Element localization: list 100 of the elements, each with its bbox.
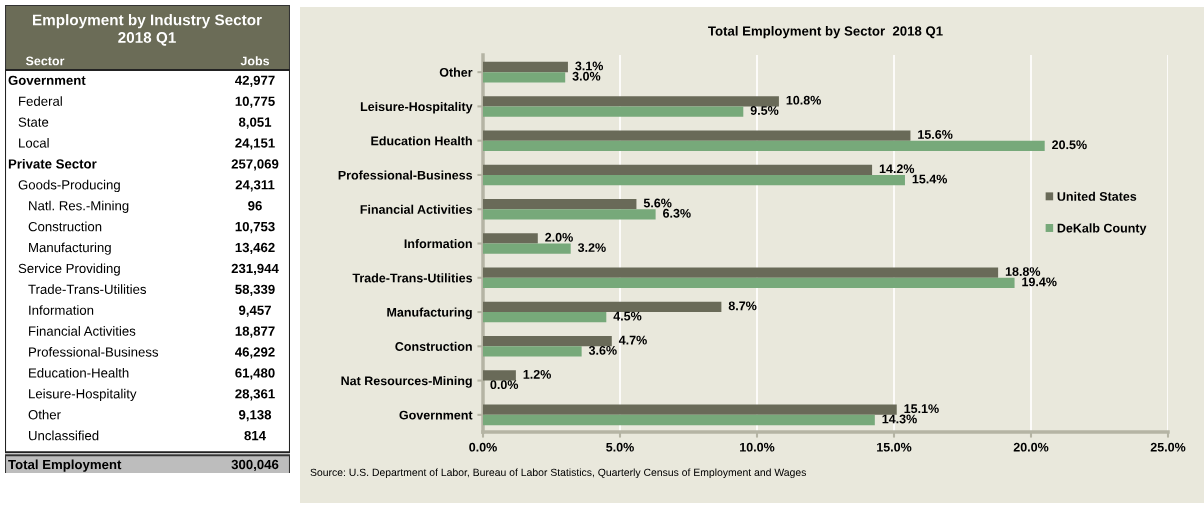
text: 10,753	[235, 221, 275, 234]
bar	[483, 346, 582, 357]
bar	[483, 174, 905, 186]
legend-label: DeKalb County	[1057, 223, 1147, 235]
text: 13,462	[235, 242, 275, 255]
text: 8,051	[238, 117, 272, 129]
data-label: 1.2%	[523, 369, 551, 379]
data-label: 9.5%	[750, 106, 779, 115]
text: 300,046	[231, 459, 279, 472]
x-tick-label: 5.0%	[606, 442, 634, 452]
data-label: 3.0%	[572, 71, 601, 81]
data-label: 19.4%	[1022, 277, 1057, 287]
category-label: Unclassified	[29, 430, 99, 441]
text: 42,977	[235, 75, 275, 87]
bar	[483, 404, 897, 415]
category-label: Federal	[19, 96, 62, 106]
data-label: 3.6%	[588, 345, 617, 355]
legend-label: United States	[1057, 191, 1137, 201]
category-label: Local	[19, 138, 49, 148]
data-label: 10.8%	[786, 95, 821, 105]
category-label: Private Sector	[8, 158, 97, 169]
category-label: Natl. Res.-Mining	[29, 200, 129, 213]
data-label: 4.5%	[613, 311, 642, 321]
data-label: 4.7%	[618, 335, 647, 345]
data-label: 2.0%	[545, 232, 573, 242]
category-label: Information	[29, 305, 94, 315]
text: 814	[244, 430, 266, 441]
y-tick-label: Information	[404, 238, 472, 249]
y-tick-label: Trade-Trans-Utilities	[352, 273, 473, 283]
bar	[483, 164, 873, 175]
bar	[483, 96, 779, 107]
bar	[483, 198, 637, 210]
bar	[483, 106, 744, 117]
chart-title: Total Employment by Sector 2018 Q1	[708, 25, 943, 39]
text: 9,138	[238, 410, 272, 422]
data-label: 5.6%	[643, 198, 672, 208]
x-tick-label: 25.0%	[1150, 442, 1186, 452]
text: 24,151	[235, 138, 275, 150]
data-label: 3.1%	[575, 61, 604, 71]
text: 18,877	[235, 326, 275, 338]
bar	[483, 130, 911, 141]
y-tick-label: Leisure-Hospitality	[360, 101, 473, 114]
data-label: 8.7%	[728, 301, 757, 311]
x-tick-label: 0.0%	[469, 442, 497, 452]
category-label: Service Providing	[18, 263, 120, 276]
bar	[483, 267, 999, 278]
text: 46,292	[235, 347, 275, 359]
bar	[483, 370, 516, 381]
text: 9,457	[238, 305, 271, 317]
data-label: 0.0%	[490, 380, 519, 390]
category-label: Construction	[28, 221, 102, 232]
data-label: 15.1%	[904, 404, 939, 414]
y-tick-label: Nat Resources-Mining	[341, 376, 472, 388]
data-label: 15.4%	[912, 174, 948, 184]
bar	[483, 312, 607, 323]
y-tick-label: Manufacturing	[387, 307, 472, 320]
bar	[483, 233, 538, 244]
data-label: 3.2%	[577, 243, 606, 253]
category-label: Goods-Producing	[18, 179, 120, 193]
bar	[483, 140, 1045, 151]
y-tick-label: Professional-Business	[338, 170, 473, 180]
source-note: Source: U.S. Department of Labor, Bureau of Labor Statistics, Quarterly Census of Employment and Wages	[310, 468, 807, 479]
x-tick-label: 15.0%	[877, 442, 912, 452]
text: 28,361	[235, 389, 275, 401]
text: Employment by Industry Sector 2018 Q1	[33, 14, 262, 46]
category-label: Total Employment	[8, 459, 122, 472]
category-label: Professional-Business	[29, 347, 159, 357]
text: 257,069	[231, 159, 279, 171]
y-tick-label: Construction	[395, 341, 472, 351]
data-label: 6.3%	[663, 208, 691, 218]
bar	[483, 61, 568, 73]
category-label: Financial Activities	[29, 326, 136, 336]
category-label: Trade-Trans-Utilities	[28, 284, 147, 294]
y-tick-label: Education Health	[371, 136, 472, 146]
x-tick-label: 20.0%	[1013, 442, 1049, 452]
bar	[483, 209, 656, 220]
category-label: Other	[28, 409, 61, 420]
bar	[483, 414, 875, 426]
data-label: 18.8%	[1005, 267, 1041, 276]
text: 96	[248, 201, 262, 211]
x-tick-label: 10.0%	[740, 442, 775, 452]
data-label: 14.3%	[882, 414, 917, 424]
bar	[483, 243, 571, 254]
category-label: Manufacturing	[29, 242, 111, 255]
text: 24,311	[235, 180, 275, 192]
text: 58,339	[235, 284, 275, 296]
bar	[483, 301, 722, 313]
category-label: Leisure-Hospitality	[29, 388, 137, 402]
text: 61,480	[235, 368, 275, 380]
bar	[483, 277, 1015, 289]
bar	[483, 336, 612, 347]
text: 231,944	[231, 263, 279, 276]
y-tick-label: Other	[439, 67, 473, 77]
text: 10,775	[235, 96, 275, 108]
bar	[483, 72, 566, 83]
y-tick-label: Financial Activities	[360, 204, 473, 214]
category-label: State	[18, 117, 49, 127]
category-label: Government	[8, 75, 86, 85]
data-label: 20.5%	[1052, 140, 1087, 150]
category-label: Education-Health	[29, 367, 129, 378]
